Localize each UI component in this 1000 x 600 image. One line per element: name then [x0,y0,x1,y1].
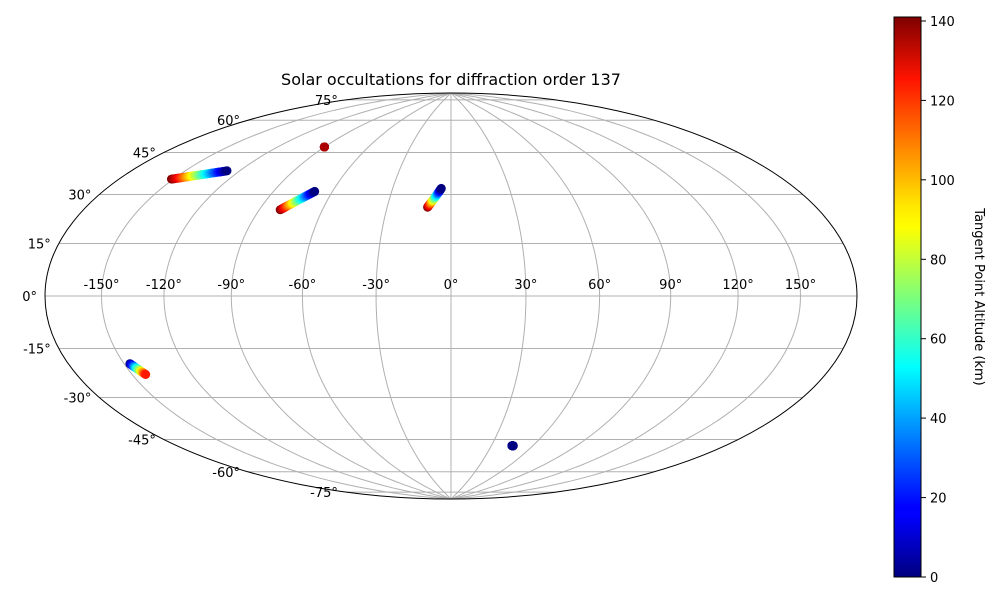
latitude-tick-label: 15° [28,238,51,253]
latitude-tick-label: -30° [64,392,92,407]
longitude-tick-label: 120° [722,278,753,293]
map-boundary [44,92,858,500]
longitude-tick-label: 150° [785,278,816,293]
occultation-point [310,186,320,196]
longitude-tick-label: 60° [588,278,611,293]
latitude-tick-label: 45° [133,147,156,162]
latitude-tick-label: 60° [217,114,240,129]
latitude-tick-label: -45° [128,434,156,449]
latitude-tick-label: 75° [315,94,338,109]
chart-title: Solar occultations for diffraction order… [281,70,621,89]
colorbar-tick-label: 20 [930,492,947,507]
latitude-tick-label: -60° [212,466,240,481]
colorbar-ticks: 0 20 40 60 80 100 120 140 [921,15,955,586]
colorbar-tick-label: 120 [930,94,955,109]
map-grid [45,92,857,500]
latitude-tick-label: -75° [310,486,338,501]
colorbar-gradient [893,16,922,578]
latitude-tick-labels: -75° -60° -45° -30° -15° 0° 15° 30° 45° 60° 75° [22,94,338,501]
occultation-point [222,166,232,176]
occultation-point [141,370,151,379]
longitude-tick-labels: -150° -120° -90° -60° -30° 0° 30° 60° 90° 120° 150… [83,278,816,293]
latitude-tick-label: 30° [68,189,91,204]
occultation-point [436,183,446,193]
longitude-tick-label: 30° [514,278,537,293]
longitude-tick-label: -60° [289,278,317,293]
colorbar-tick-label: 140 [930,15,955,30]
colorbar-tick-label: 100 [930,174,955,189]
colorbar-tick-label: 60 [930,333,947,348]
occultation-points [125,142,518,451]
colorbar-tick-label: 80 [930,253,947,268]
occultation-point [508,441,518,451]
colorbar: 0 20 40 60 80 100 120 140 Tangent Point Altitud… [893,15,986,586]
colorbar-tick-label: 40 [930,412,947,427]
longitude-tick-label: -90° [217,278,245,293]
colorbar-label: Tangent Point Altitude (km) [971,207,986,385]
longitude-tick-label: 90° [659,278,682,293]
longitude-tick-label: 0° [444,278,459,293]
latitude-tick-label: 0° [22,290,37,305]
latitude-tick-label: -15° [23,343,51,358]
occultation-point [319,142,329,152]
longitude-tick-label: -120° [146,278,182,293]
longitude-tick-label: -150° [83,278,119,293]
colorbar-tick-label: 0 [930,571,938,586]
longitude-tick-label: -30° [362,278,390,293]
